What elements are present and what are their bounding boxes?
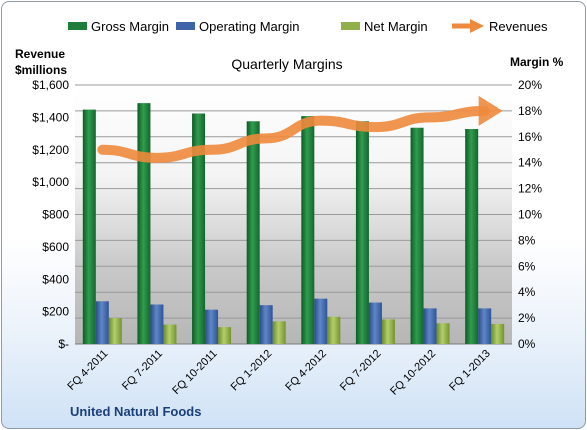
- legend-arrow-revenues: [470, 19, 484, 33]
- net-margin-bar: [381, 319, 395, 344]
- legend-swatch-gross: [68, 22, 87, 30]
- net-margin-bar: [436, 323, 450, 344]
- right-tick-label: 6%: [518, 259, 536, 273]
- chart-title: Quarterly Margins: [231, 56, 342, 72]
- operating-margin-bar: [150, 304, 164, 344]
- right-axis-title: Margin %: [510, 55, 564, 69]
- legend: Gross Margin Operating Margin Net Margin…: [68, 19, 548, 34]
- net-margin-bar: [163, 324, 177, 344]
- gross-margin-bar: [82, 109, 96, 344]
- right-tick-label: 20%: [518, 78, 542, 92]
- right-tick-label: 2%: [518, 311, 536, 325]
- revenue-arrowhead: [478, 95, 503, 126]
- net-margin-bar: [108, 318, 122, 344]
- right-tick-label: 10%: [518, 208, 542, 222]
- operating-margin-bar: [368, 302, 382, 344]
- x-tick-label: FQ 1-2012: [229, 348, 275, 394]
- x-tick-label: FQ 1-2013: [447, 348, 493, 394]
- gross-margin-bar: [246, 121, 260, 344]
- right-tick-label: 4%: [518, 285, 536, 299]
- right-tick-label: 16%: [518, 130, 542, 144]
- right-tick-label: 14%: [518, 156, 542, 170]
- gross-margin-bar: [355, 121, 369, 344]
- left-tick-label: $400: [42, 272, 69, 286]
- legend-swatch-net: [341, 22, 360, 30]
- revenue-line: [97, 95, 503, 163]
- right-tick-label: 12%: [518, 182, 542, 196]
- legend-label-operating: Operating Margin: [199, 19, 299, 34]
- left-tick-label: $-: [58, 337, 69, 351]
- net-margin-bar: [327, 316, 341, 344]
- gross-margin-bar: [137, 103, 151, 344]
- gross-margin-bar: [301, 116, 315, 344]
- gross-margin-bar: [410, 127, 424, 344]
- left-tick-label: $1,600: [32, 78, 69, 92]
- left-axis-ticks: $- $200 $400 $600 $800 $1,000 $1,200 $1,400 $1,6…: [32, 78, 69, 351]
- net-margin-bar: [491, 323, 505, 344]
- x-tick-label: FQ 7-2011: [120, 348, 165, 393]
- operating-margin-bar: [423, 308, 437, 344]
- right-tick-label: 0%: [518, 337, 536, 351]
- legend-label-net: Net Margin: [364, 19, 428, 34]
- operating-margin-bar: [95, 301, 109, 344]
- operating-margin-bar: [259, 305, 273, 344]
- left-tick-label: $1,200: [32, 143, 69, 157]
- company-label: United Natural Foods: [70, 404, 201, 419]
- right-axis-ticks: 0% 2% 4% 6% 8% 10% 12% 14% 16% 18% 20%: [518, 78, 542, 351]
- net-margin-bar: [272, 321, 286, 344]
- x-tick-label: FQ 10-2011: [170, 348, 219, 397]
- operating-margin-bar: [205, 309, 219, 344]
- left-tick-label: $1,400: [32, 110, 69, 124]
- operating-margin-bar: [314, 298, 328, 344]
- left-tick-label: $200: [42, 305, 69, 319]
- revenue-line-path: [97, 105, 490, 163]
- x-tick-label: FQ 7-2012: [338, 348, 384, 394]
- x-axis-labels: FQ 4-2011 FQ 7-2011 FQ 10-2011 FQ 1-2012 FQ …: [65, 348, 492, 398]
- left-axis-title-line2: $millions: [15, 63, 67, 77]
- gross-margin-bar: [192, 113, 206, 345]
- left-axis-title-line1: Revenue: [15, 47, 65, 61]
- right-tick-label: 8%: [518, 233, 536, 247]
- x-tick-label: FQ 4-2012: [283, 348, 329, 394]
- legend-swatch-operating: [176, 22, 195, 30]
- right-tick-label: 18%: [518, 104, 542, 118]
- net-margin-bar: [218, 327, 232, 344]
- legend-label-revenues: Revenues: [489, 19, 548, 34]
- x-tick-label: FQ 10-2012: [388, 348, 438, 398]
- x-tick-label: FQ 4-2011: [65, 348, 110, 393]
- left-tick-label: $1,000: [32, 175, 69, 189]
- bars: [82, 103, 505, 345]
- left-tick-label: $800: [42, 208, 69, 222]
- legend-label-gross: Gross Margin: [91, 19, 169, 34]
- gross-margin-bar: [465, 129, 479, 344]
- operating-margin-bar: [478, 308, 492, 344]
- left-tick-label: $600: [42, 240, 69, 254]
